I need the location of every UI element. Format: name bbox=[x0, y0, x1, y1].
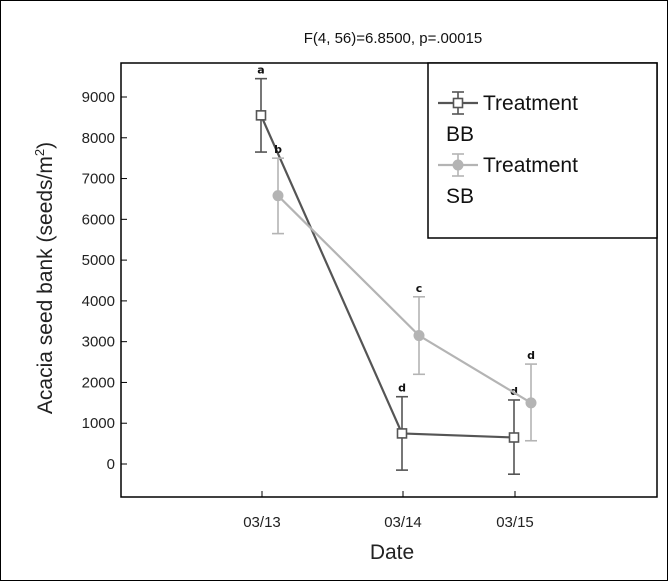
x-tick-label: 03/14 bbox=[384, 514, 422, 531]
y-tick-label: 5000 bbox=[82, 252, 115, 269]
series-sb: b c d bbox=[272, 143, 537, 442]
legend-item-bb: Treatment BB bbox=[438, 91, 578, 146]
legend-marker bbox=[452, 97, 464, 109]
legend-marker bbox=[452, 159, 464, 171]
y-tick-label: 1000 bbox=[82, 415, 115, 432]
legend-label-line1: Treatment bbox=[483, 154, 578, 177]
y-axis: 0 1000 2000 3000 4000 5000 6000 7000 8000 9000 bbox=[82, 89, 127, 473]
y-tick-label: 7000 bbox=[82, 171, 115, 188]
y-axis-title-superscript: 2 bbox=[32, 149, 47, 156]
significance-label: d bbox=[527, 349, 535, 362]
series-layer: a d db c d bbox=[255, 64, 537, 475]
x-tick-label: 03/15 bbox=[496, 514, 534, 531]
legend-label-line1: Treatment bbox=[483, 92, 578, 115]
y-tick-label: 8000 bbox=[82, 130, 115, 147]
y-tick-label: 9000 bbox=[82, 89, 115, 106]
significance-label: c bbox=[416, 282, 423, 295]
y-tick-label: 0 bbox=[107, 456, 115, 473]
significance-label: a bbox=[257, 64, 264, 77]
y-tick-label: 2000 bbox=[82, 374, 115, 391]
data-point bbox=[508, 432, 520, 443]
data-point bbox=[525, 397, 537, 409]
x-tick-label: 03/13 bbox=[243, 514, 281, 531]
y-axis-title: Acacia seed bank (seeds/m2) bbox=[32, 142, 57, 414]
legend-label-line2: BB bbox=[446, 123, 474, 146]
y-axis-title-main: Acacia seed bank (seeds/m bbox=[34, 156, 57, 414]
y-tick-label: 3000 bbox=[82, 334, 115, 351]
legend-box bbox=[427, 62, 658, 239]
x-axis: 03/13 03/14 03/15 bbox=[243, 491, 534, 531]
legend: Treatment BB Treatment SB bbox=[427, 62, 658, 239]
x-axis-title: Date bbox=[370, 541, 414, 564]
data-point bbox=[255, 110, 267, 121]
y-tick-label: 6000 bbox=[82, 211, 115, 228]
chart-title: F(4, 56)=6.8500, p=.00015 bbox=[304, 30, 482, 47]
plot-area bbox=[120, 62, 658, 498]
y-axis-title-close: ) bbox=[34, 142, 57, 149]
significance-label: d bbox=[398, 382, 406, 395]
legend-label-line2: SB bbox=[446, 185, 474, 208]
y-tick-label: 4000 bbox=[82, 293, 115, 310]
svg-text:Acacia seed bank (seeds/m2): Acacia seed bank (seeds/m2) bbox=[32, 142, 57, 414]
legend-item-sb: Treatment SB bbox=[438, 153, 578, 208]
significance-label: b bbox=[274, 143, 282, 156]
data-point bbox=[413, 330, 425, 342]
data-point bbox=[396, 428, 408, 439]
data-point bbox=[272, 190, 284, 202]
